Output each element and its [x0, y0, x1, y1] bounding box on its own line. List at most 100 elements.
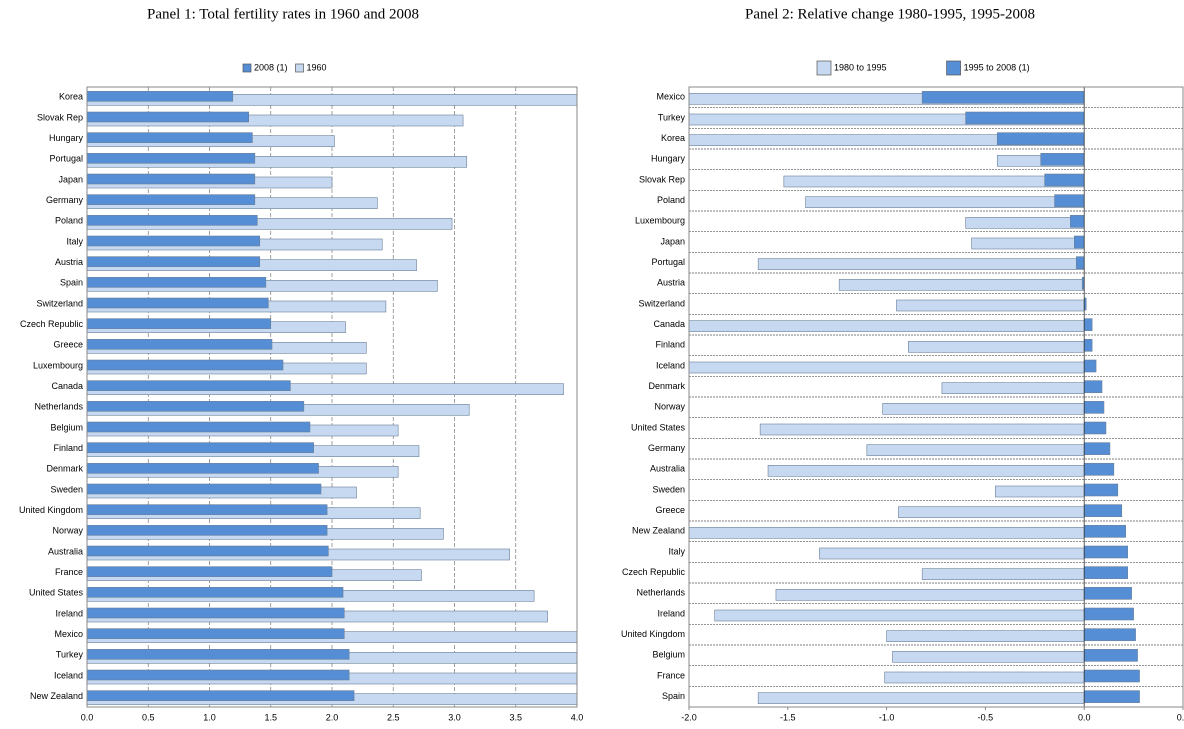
- bar: [87, 442, 314, 453]
- bar: [87, 587, 344, 598]
- bar: [892, 651, 1085, 663]
- bar: [819, 547, 1085, 560]
- bar: [87, 235, 261, 247]
- y-tick-label: Italy: [668, 546, 685, 556]
- bar: [87, 256, 261, 267]
- bar: [1083, 669, 1140, 683]
- bar: [767, 465, 1085, 477]
- y-tick-label: Switzerland: [36, 298, 83, 308]
- bar: [886, 630, 1085, 642]
- bar: [87, 383, 564, 395]
- y-tick-label: Netherlands: [34, 402, 83, 412]
- y-tick-label: Norway: [654, 402, 685, 412]
- y-tick-label: Portugal: [49, 154, 83, 164]
- y-tick-label: Greece: [53, 340, 83, 350]
- bar: [898, 506, 1085, 518]
- bar: [87, 669, 350, 681]
- bar: [87, 339, 273, 350]
- bar: [87, 156, 468, 168]
- bar: [87, 421, 311, 433]
- y-tick-label: Denmark: [648, 381, 685, 391]
- y-tick-label: Finland: [655, 340, 685, 350]
- bar: [1070, 215, 1085, 228]
- bar: [87, 114, 464, 127]
- bar: [1083, 359, 1097, 373]
- bar: [965, 111, 1085, 125]
- y-tick-label: Sweden: [652, 484, 685, 494]
- bar: [1044, 173, 1085, 187]
- bar: [1083, 442, 1111, 455]
- y-tick-label: United Kingdom: [621, 629, 685, 639]
- x-tick-label: 2.0: [326, 712, 339, 722]
- x-tick-label: -2.0: [681, 712, 697, 722]
- legend-label: 1960: [307, 62, 327, 72]
- y-tick-label: Australia: [48, 546, 83, 556]
- bar: [1083, 380, 1103, 393]
- plot-frame: [86, 86, 578, 708]
- bar: [757, 258, 1085, 270]
- y-tick-label: Luxembourg: [635, 216, 685, 226]
- bar: [1083, 545, 1128, 559]
- bar: [1054, 194, 1085, 207]
- bar: [87, 94, 577, 106]
- y-tick-label: Iceland: [656, 360, 685, 370]
- y-tick-label: United States: [29, 588, 84, 598]
- bar: [1083, 525, 1126, 538]
- y-tick-label: France: [55, 567, 83, 577]
- bar: [757, 692, 1085, 704]
- bar: [87, 504, 328, 515]
- bar: [87, 463, 319, 474]
- y-tick-label: Canada: [653, 319, 685, 329]
- bar: [87, 401, 305, 412]
- y-tick-label: Italy: [66, 236, 83, 246]
- y-tick-label: Japan: [660, 236, 685, 246]
- legend-swatch: [946, 60, 961, 76]
- y-tick-label: Sweden: [50, 484, 83, 494]
- bar: [87, 297, 269, 309]
- y-tick-label: Korea: [661, 133, 685, 143]
- y-tick-label: United States: [631, 422, 686, 432]
- bar: [87, 628, 345, 639]
- y-tick-label: Canada: [51, 381, 83, 391]
- x-tick-label: 0.0: [1078, 712, 1091, 722]
- bar: [965, 217, 1085, 229]
- bar: [1083, 463, 1115, 476]
- bar: [87, 483, 322, 495]
- y-tick-label: Hungary: [651, 154, 686, 164]
- y-tick-label: Korea: [59, 92, 83, 102]
- bar: [805, 196, 1085, 208]
- y-tick-label: France: [657, 670, 685, 680]
- y-tick-label: Netherlands: [636, 588, 685, 598]
- chart-title: Panel 2: Relative change 1980-1995, 1995…: [745, 6, 1035, 22]
- y-tick-label: Belgium: [50, 422, 83, 432]
- bar: [87, 218, 453, 230]
- plot-frame: [688, 86, 1184, 708]
- bar: [994, 485, 1085, 498]
- bar: [87, 132, 253, 143]
- bar: [884, 671, 1085, 684]
- y-tick-label: Iceland: [54, 670, 83, 680]
- bar: [1083, 504, 1123, 517]
- bars: [689, 91, 1140, 704]
- y-tick-label: Ireland: [55, 608, 83, 618]
- y-tick-label: Germany: [648, 443, 686, 453]
- y-tick-label: Portugal: [651, 257, 685, 267]
- y-tick-label: Turkey: [56, 650, 84, 660]
- bar: [1083, 690, 1140, 703]
- bar: [1083, 339, 1093, 352]
- bar: [87, 545, 329, 557]
- y-tick-label: Luxembourg: [33, 360, 83, 370]
- y-tick-label: Japan: [58, 174, 83, 184]
- bar: [838, 279, 1085, 291]
- y-tick-label: Austria: [657, 278, 685, 288]
- y-tick-label: Norway: [52, 526, 83, 536]
- y-tick-label: Mexico: [54, 629, 83, 639]
- bar: [908, 341, 1085, 353]
- bar: [1040, 153, 1085, 166]
- legend-swatch: [295, 63, 304, 73]
- bar: [921, 568, 1085, 580]
- x-tick-label: 0.0: [81, 712, 94, 722]
- y-tick-label: Austria: [55, 257, 83, 267]
- bar: [87, 525, 328, 536]
- y-tick-label: Germany: [46, 195, 84, 205]
